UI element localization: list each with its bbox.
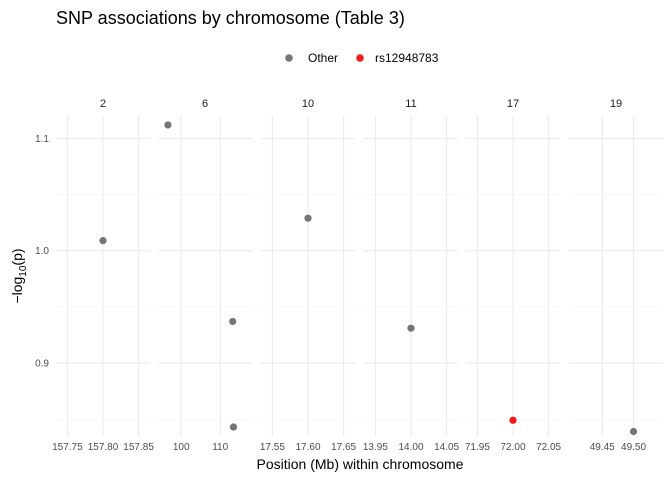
x-tick-label: 72.00 — [500, 442, 525, 453]
legend-marker-other — [285, 54, 293, 62]
x-tick-label: 17.60 — [295, 442, 320, 453]
data-point-other — [229, 423, 238, 431]
x-tick-label: 157.75 — [52, 442, 83, 453]
chart-title: SNP associations by chromosome (Table 3) — [56, 8, 405, 28]
y-tick-label: 0.9 — [35, 359, 49, 370]
facet-panel-chr-17: 71.95 72.00 72.05 17 — [465, 98, 562, 453]
y-tick-label: 1.1 — [35, 134, 49, 145]
y-axis: 0.9 1.0 1.1 — [35, 134, 49, 370]
data-point-other — [229, 317, 237, 326]
y-axis-title-suffix: (p) — [9, 248, 25, 265]
data-point-other — [99, 237, 107, 245]
facet-panel-chr-11: 13.95 14.00 14.05 11 — [363, 98, 460, 453]
data-point-other — [629, 427, 638, 436]
x-tick-label: 157.80 — [88, 442, 119, 453]
data-point-other — [164, 121, 172, 129]
x-tick-label: 13.95 — [363, 442, 388, 453]
facet-panel-chr-10: 17.55 17.60 17.65 10 — [260, 98, 357, 453]
x-tick-label: 14.05 — [434, 442, 459, 453]
y-axis-title: −log10(p) — [9, 248, 29, 303]
facet-panel-chr-19: 49.45 49.50 19 — [569, 98, 663, 453]
legend-label-rs12948783: rs12948783 — [375, 51, 439, 65]
data-point-other — [407, 324, 415, 332]
data-point-other — [304, 214, 312, 222]
facet-strip-label: 6 — [202, 98, 208, 110]
facet-strip-label: 19 — [610, 98, 622, 110]
x-tick-label: 49.50 — [621, 442, 646, 453]
x-tick-label: 49.45 — [590, 442, 615, 453]
y-tick-label: 1.0 — [35, 246, 49, 257]
x-tick-label: 100 — [173, 442, 190, 453]
x-tick-label: 110 — [212, 442, 228, 453]
x-tick-label: 71.95 — [465, 442, 490, 453]
facet-panels: 157.75 157.80 157.85 2 100 110 6 17.55 17.60 17.6… — [52, 98, 663, 453]
facet-strip-label: 10 — [302, 98, 314, 110]
facet-strip-label: 17 — [507, 98, 519, 110]
legend-marker-rs12948783 — [356, 54, 364, 62]
x-axis-title: Position (Mb) within chromosome — [257, 456, 464, 472]
x-tick-label: 14.00 — [398, 442, 423, 453]
x-tick-label: 17.55 — [260, 442, 285, 453]
facet-panel-chr-6: 100 110 6 — [158, 98, 252, 453]
facet-panel-chr-2: 157.75 157.80 157.85 2 — [52, 98, 154, 453]
y-axis-title-prefix: −log — [9, 277, 25, 304]
y-axis-title-subscript: 10 — [18, 265, 29, 277]
facet-strip-label: 2 — [100, 98, 106, 110]
x-tick-label: 72.05 — [536, 442, 561, 453]
data-point-rs12948783 — [509, 416, 517, 424]
x-tick-label: 157.85 — [123, 442, 154, 453]
chart-legend: Other rs12948783 — [285, 51, 439, 65]
x-tick-label: 17.65 — [331, 442, 356, 453]
legend-label-other: Other — [308, 51, 338, 65]
facet-strip-label: 11 — [405, 98, 416, 110]
